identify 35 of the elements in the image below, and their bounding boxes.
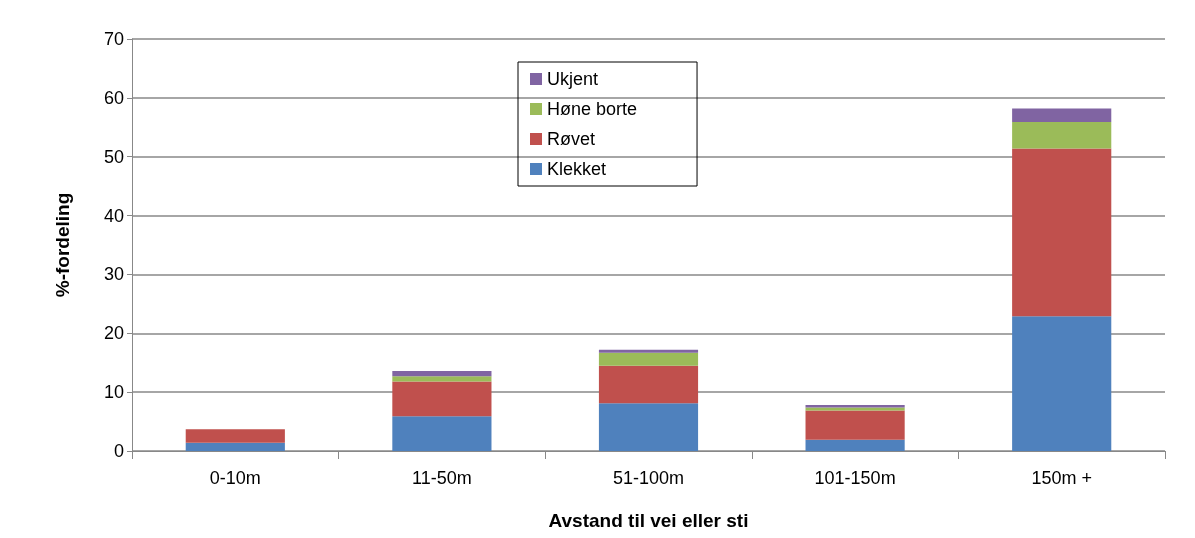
legend-label: Klekket xyxy=(547,159,607,179)
y-tick-label: 30 xyxy=(103,264,124,285)
legend-label: Ukjent xyxy=(547,69,599,89)
y-tick-label: 0 xyxy=(113,441,124,461)
y-tick-label: 10 xyxy=(103,382,124,403)
y-tick-label: 20 xyxy=(103,323,124,344)
bar xyxy=(185,429,285,443)
x-tick-label: 51-100m xyxy=(612,468,685,488)
bar xyxy=(392,416,492,451)
bar xyxy=(1012,121,1112,149)
x-tick-label: 150m + xyxy=(1031,468,1092,488)
y-tick-label: 40 xyxy=(103,205,124,226)
x-axis-title: Avstand til vei eller sti xyxy=(548,510,749,531)
bar xyxy=(805,410,905,440)
x-tick-label: 11-50m xyxy=(412,468,472,488)
bar xyxy=(1012,316,1112,451)
bar xyxy=(392,381,492,417)
x-tick-label: 101-150m xyxy=(814,468,896,488)
bar xyxy=(598,365,699,404)
y-tick-label: 50 xyxy=(103,146,124,167)
y-tick-label: 70 xyxy=(103,29,124,49)
bar xyxy=(598,349,699,353)
bar xyxy=(805,439,905,451)
bar xyxy=(392,376,492,382)
y-tick-label: 60 xyxy=(103,87,124,108)
bar xyxy=(1012,148,1112,317)
bar xyxy=(598,352,699,366)
bar xyxy=(1012,108,1112,122)
x-tick-label: 0-10m xyxy=(209,468,261,488)
bar xyxy=(598,403,699,451)
legend-label: Røvet xyxy=(547,129,596,149)
bar xyxy=(185,442,285,451)
y-axis-title: %-fordeling xyxy=(52,192,73,298)
legend-label: Høne borte xyxy=(547,99,638,119)
bar xyxy=(392,370,492,377)
